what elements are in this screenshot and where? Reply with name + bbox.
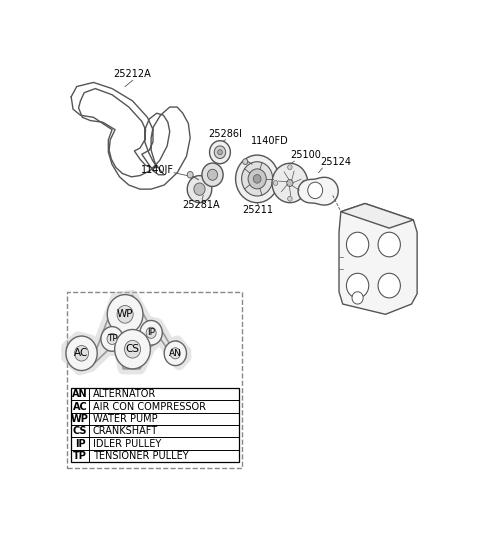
- Circle shape: [352, 292, 363, 304]
- Circle shape: [253, 175, 261, 183]
- Text: WP: WP: [117, 309, 133, 319]
- Text: AC: AC: [74, 348, 89, 358]
- Circle shape: [164, 341, 186, 366]
- Circle shape: [308, 182, 323, 199]
- Circle shape: [241, 161, 273, 196]
- Text: AC: AC: [72, 402, 87, 411]
- Bar: [71, 388, 239, 462]
- Text: TENSIONER PULLEY: TENSIONER PULLEY: [93, 451, 188, 461]
- Circle shape: [146, 327, 156, 338]
- Text: AN: AN: [169, 349, 182, 358]
- Circle shape: [202, 163, 223, 187]
- Text: 25124: 25124: [321, 157, 351, 167]
- Circle shape: [288, 196, 292, 201]
- Text: WATER PUMP: WATER PUMP: [93, 414, 157, 424]
- Text: IDLER PULLEY: IDLER PULLEY: [93, 439, 161, 449]
- Circle shape: [140, 320, 162, 345]
- Circle shape: [248, 169, 266, 189]
- Text: CRANKSHAFT: CRANKSHAFT: [93, 426, 158, 437]
- Text: IP: IP: [75, 439, 85, 449]
- Circle shape: [187, 175, 212, 203]
- Text: 25212A: 25212A: [114, 69, 151, 79]
- Circle shape: [187, 172, 193, 178]
- Text: ALTERNATOR: ALTERNATOR: [93, 389, 156, 399]
- Text: 25211: 25211: [242, 205, 273, 215]
- Text: WP: WP: [71, 414, 89, 424]
- Circle shape: [66, 336, 97, 370]
- Circle shape: [210, 141, 230, 164]
- Circle shape: [117, 305, 133, 323]
- Polygon shape: [339, 204, 417, 314]
- Text: 1140FD: 1140FD: [251, 136, 288, 146]
- Circle shape: [107, 295, 143, 334]
- Circle shape: [207, 169, 217, 180]
- Text: 1140JF: 1140JF: [141, 165, 173, 175]
- Circle shape: [236, 155, 279, 203]
- Text: CS: CS: [126, 344, 140, 354]
- Text: 25286I: 25286I: [209, 130, 242, 140]
- Polygon shape: [341, 204, 413, 228]
- Circle shape: [378, 232, 400, 257]
- Text: CS: CS: [73, 426, 87, 437]
- Circle shape: [217, 150, 222, 155]
- Circle shape: [107, 334, 117, 344]
- Circle shape: [272, 163, 308, 203]
- Circle shape: [288, 165, 292, 169]
- Text: TP: TP: [107, 334, 118, 343]
- Circle shape: [302, 181, 306, 185]
- Text: 25281A: 25281A: [182, 200, 219, 210]
- Circle shape: [194, 183, 205, 195]
- Circle shape: [124, 341, 141, 358]
- Circle shape: [170, 348, 180, 359]
- Circle shape: [101, 327, 123, 351]
- Text: IP: IP: [147, 328, 155, 337]
- Text: AIR CON COMPRESSOR: AIR CON COMPRESSOR: [93, 402, 206, 411]
- Circle shape: [274, 181, 278, 185]
- Circle shape: [243, 159, 248, 165]
- Text: AN: AN: [72, 389, 88, 399]
- Text: 25100: 25100: [290, 150, 322, 160]
- Circle shape: [347, 232, 369, 257]
- Circle shape: [347, 273, 369, 298]
- Circle shape: [378, 273, 400, 298]
- Circle shape: [115, 329, 150, 369]
- Circle shape: [214, 146, 226, 158]
- Circle shape: [287, 180, 293, 187]
- Polygon shape: [298, 177, 338, 205]
- Text: TP: TP: [73, 451, 87, 461]
- Circle shape: [74, 345, 89, 361]
